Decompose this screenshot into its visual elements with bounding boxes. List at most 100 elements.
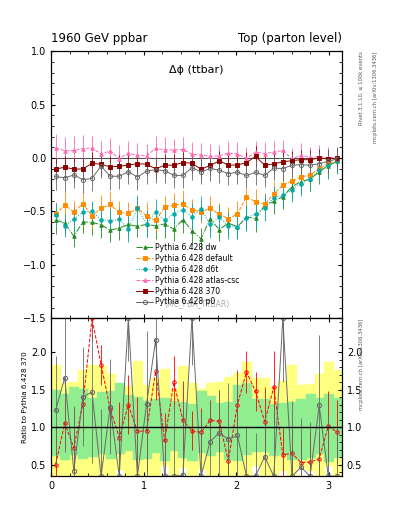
Pythia 6.428 default: [108, 201, 112, 207]
Pythia 6.428 d6t: [253, 211, 258, 217]
Pythia 6.428 p0: [217, 167, 222, 173]
Pythia 6.428 370: [162, 162, 167, 168]
Pythia 6.428 dw: [308, 176, 312, 182]
Pythia 6.428 d6t: [272, 195, 276, 201]
Pythia 6.428 p0: [171, 172, 176, 178]
Pythia 6.428 d6t: [262, 205, 267, 211]
Line: Pythia 6.428 p0: Pythia 6.428 p0: [53, 157, 340, 182]
Pythia 6.428 370: [317, 155, 321, 161]
Pythia 6.428 d6t: [217, 214, 222, 220]
Pythia 6.428 atlas-csc: [208, 153, 213, 159]
Pythia 6.428 370: [153, 166, 158, 172]
Pythia 6.428 atlas-csc: [281, 147, 285, 154]
Pythia 6.428 default: [135, 205, 140, 211]
Pythia 6.428 atlas-csc: [108, 148, 112, 154]
Pythia 6.428 dw: [81, 219, 85, 225]
Pythia 6.428 p0: [244, 173, 249, 179]
Pythia 6.428 dw: [290, 184, 294, 190]
Pythia 6.428 370: [189, 160, 194, 166]
Pythia 6.428 atlas-csc: [262, 151, 267, 157]
Pythia 6.428 370: [208, 162, 213, 168]
Pythia 6.428 atlas-csc: [317, 154, 321, 160]
Pythia 6.428 atlas-csc: [290, 156, 294, 162]
Pythia 6.428 d6t: [208, 221, 213, 227]
Pythia 6.428 default: [126, 210, 131, 217]
Text: Rivet 3.1.10, ≥ 100k events: Rivet 3.1.10, ≥ 100k events: [359, 51, 364, 125]
Pythia 6.428 default: [290, 178, 294, 184]
Pythia 6.428 p0: [117, 173, 121, 179]
Pythia 6.428 p0: [299, 161, 303, 167]
Pythia 6.428 default: [72, 209, 76, 215]
Pythia 6.428 atlas-csc: [272, 149, 276, 155]
Pythia 6.428 p0: [62, 175, 67, 181]
Pythia 6.428 dw: [171, 226, 176, 232]
Text: 1960 GeV ppbar: 1960 GeV ppbar: [51, 32, 148, 45]
Line: Pythia 6.428 d6t: Pythia 6.428 d6t: [54, 159, 339, 230]
Pythia 6.428 370: [335, 155, 340, 161]
Pythia 6.428 dw: [53, 217, 58, 223]
Pythia 6.428 p0: [317, 161, 321, 167]
Pythia 6.428 atlas-csc: [162, 146, 167, 153]
Pythia 6.428 370: [180, 159, 185, 165]
Text: mcplots.cern.ch [arXiv:1306.3436]: mcplots.cern.ch [arXiv:1306.3436]: [359, 318, 364, 410]
Pythia 6.428 d6t: [189, 214, 194, 220]
Pythia 6.428 default: [81, 201, 85, 207]
Pythia 6.428 atlas-csc: [299, 152, 303, 158]
Pythia 6.428 p0: [281, 165, 285, 172]
Pythia 6.428 370: [108, 164, 112, 170]
Pythia 6.428 370: [326, 156, 331, 162]
Pythia 6.428 dw: [153, 223, 158, 229]
Pythia 6.428 atlas-csc: [117, 156, 121, 162]
Pythia 6.428 atlas-csc: [308, 155, 312, 161]
Pythia 6.428 d6t: [317, 167, 321, 173]
Pythia 6.428 p0: [272, 165, 276, 171]
Pythia 6.428 default: [90, 213, 94, 219]
Pythia 6.428 d6t: [226, 223, 231, 229]
Pythia 6.428 atlas-csc: [326, 155, 331, 161]
Pythia 6.428 370: [217, 158, 222, 164]
Pythia 6.428 370: [199, 166, 204, 172]
Pythia 6.428 370: [62, 164, 67, 170]
Pythia 6.428 dw: [62, 220, 67, 226]
Y-axis label: Ratio to Pythia 6.428 370: Ratio to Pythia 6.428 370: [22, 351, 28, 443]
Pythia 6.428 dw: [226, 220, 231, 226]
Pythia 6.428 p0: [235, 169, 240, 175]
Pythia 6.428 dw: [189, 228, 194, 234]
Pythia 6.428 d6t: [308, 176, 312, 182]
Pythia 6.428 default: [217, 211, 222, 217]
Pythia 6.428 370: [272, 161, 276, 167]
Pythia 6.428 p0: [180, 173, 185, 179]
Pythia 6.428 d6t: [199, 206, 204, 212]
Pythia 6.428 d6t: [81, 209, 85, 215]
Pythia 6.428 dw: [235, 224, 240, 230]
Pythia 6.428 d6t: [144, 221, 149, 227]
Pythia 6.428 default: [317, 165, 321, 172]
Pythia 6.428 dw: [108, 227, 112, 233]
Pythia 6.428 default: [262, 201, 267, 207]
Pythia 6.428 dw: [244, 214, 249, 220]
Pythia 6.428 370: [90, 160, 94, 166]
Pythia 6.428 atlas-csc: [189, 152, 194, 158]
Pythia 6.428 atlas-csc: [180, 146, 185, 153]
Pythia 6.428 dw: [208, 216, 213, 222]
Pythia 6.428 d6t: [126, 226, 131, 232]
Pythia 6.428 atlas-csc: [81, 145, 85, 152]
Pythia 6.428 d6t: [180, 207, 185, 213]
Pythia 6.428 default: [117, 209, 121, 216]
Pythia 6.428 atlas-csc: [90, 145, 94, 151]
Pythia 6.428 d6t: [299, 181, 303, 187]
Pythia 6.428 370: [99, 161, 103, 167]
Text: mcplots.cern.ch [arXiv:1306.3436]: mcplots.cern.ch [arXiv:1306.3436]: [373, 51, 378, 143]
Pythia 6.428 default: [144, 213, 149, 219]
Pythia 6.428 default: [53, 211, 58, 217]
Pythia 6.428 default: [272, 191, 276, 197]
Pythia 6.428 atlas-csc: [253, 149, 258, 155]
Pythia 6.428 atlas-csc: [99, 151, 103, 157]
Pythia 6.428 dw: [299, 179, 303, 185]
Pythia 6.428 atlas-csc: [72, 147, 76, 154]
Pythia 6.428 d6t: [90, 208, 94, 215]
Pythia 6.428 d6t: [117, 216, 121, 222]
Pythia 6.428 p0: [290, 162, 294, 168]
Line: Pythia 6.428 dw: Pythia 6.428 dw: [54, 160, 339, 240]
Pythia 6.428 370: [171, 162, 176, 168]
